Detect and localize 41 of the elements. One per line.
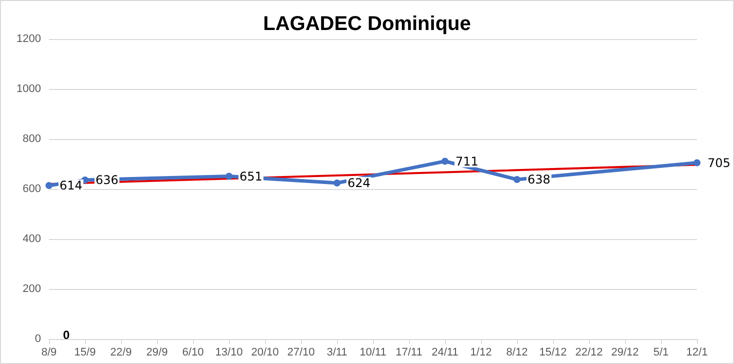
- x-tick-label: 15/12: [539, 346, 567, 358]
- point: [442, 158, 448, 165]
- y-tick-label: 600: [22, 183, 41, 195]
- x-tick-label: 20/10: [251, 346, 279, 358]
- annotation: 0: [63, 328, 70, 342]
- data-label: 624: [348, 176, 370, 190]
- x-tick-label: 24/11: [432, 346, 458, 358]
- data-label: 711: [456, 154, 478, 168]
- x-tick-label: 3/11: [326, 346, 348, 358]
- x-tick-label: 8/12: [506, 346, 528, 358]
- y-tick-label: 1200: [16, 33, 41, 45]
- point: [46, 182, 52, 189]
- x-tick-label: 12/1: [686, 346, 708, 358]
- x-tick-label: 29/9: [146, 346, 168, 358]
- y-tick-label: 800: [22, 133, 41, 145]
- x-tick-label: 10/11: [360, 346, 386, 358]
- x-tick-label: 13/10: [215, 346, 243, 358]
- y-tick-label: 200: [22, 283, 41, 295]
- point: [514, 176, 520, 183]
- x-tick-label: 15/9: [74, 346, 96, 358]
- data-label: 651: [240, 169, 262, 184]
- y-tick-label: 400: [22, 233, 41, 245]
- point: [334, 180, 340, 186]
- x-tick-label: 29/12: [611, 346, 639, 358]
- x-tick-label: 17/11: [396, 346, 422, 358]
- x-tick-label: 6/10: [182, 346, 204, 358]
- x-tick-label: 1/12: [470, 346, 492, 358]
- x-tick-label: 27/10: [287, 346, 315, 358]
- chart-title: LAGADEC Dominique: [263, 13, 471, 35]
- point: [694, 159, 700, 166]
- x-tick-label: 22/9: [110, 346, 132, 358]
- x-tick-label: 5/1: [653, 346, 669, 358]
- x-tick-label: 8/9: [41, 346, 57, 358]
- point: [226, 172, 232, 180]
- data-label: 705: [708, 156, 730, 170]
- x-tick-label: 22/12: [575, 346, 603, 358]
- data-label: 614: [60, 178, 82, 192]
- data-label: 636: [96, 173, 118, 187]
- y-tick-label: 1000: [16, 83, 41, 95]
- y-tick-label: 0: [34, 333, 41, 345]
- data-label: 638: [528, 172, 550, 186]
